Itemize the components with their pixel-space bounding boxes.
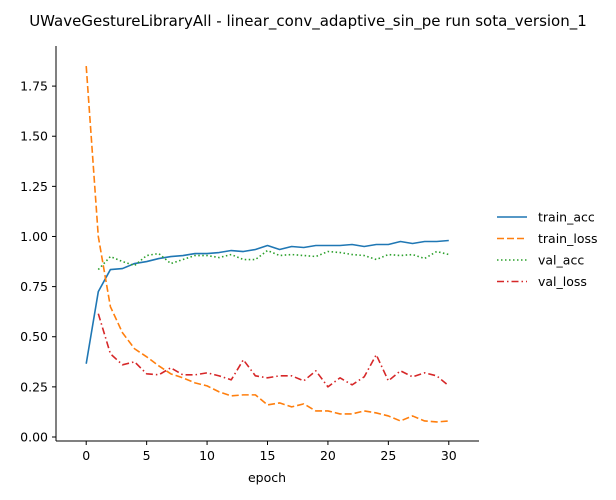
y-tick-label: 0.25 — [20, 379, 48, 394]
y-tick-label: 1.00 — [20, 229, 48, 244]
series-line-train-acc — [85, 239, 449, 364]
axes: 0 5 10 15 20 25 30 0.00 0.25 0.50 0.75 1.00 1.25 1.50… — [20, 46, 479, 463]
legend-label-train-acc: train_acc — [538, 210, 595, 225]
series-line-val-acc — [97, 249, 449, 271]
y-tick-label: 1.75 — [20, 79, 48, 94]
x-tick-label: 25 — [380, 448, 396, 463]
y-tick-label: 1.50 — [20, 129, 48, 144]
series-line-train-loss — [85, 65, 449, 423]
x-axis-label: epoch — [248, 470, 286, 485]
y-tick-label: 0.75 — [20, 279, 48, 294]
y-tick-label: 0.50 — [20, 329, 48, 344]
series-line-val-loss — [97, 313, 450, 388]
x-tick-label: 10 — [199, 448, 215, 463]
legend-label-train-loss: train_loss — [538, 231, 598, 246]
y-tick-label: 0.00 — [20, 429, 48, 444]
x-tick-label: 5 — [143, 448, 151, 463]
x-tick-label: 30 — [441, 448, 457, 463]
legend-label-val-loss: val_loss — [538, 274, 587, 289]
legend: train_acc train_loss val_acc val_loss — [497, 210, 598, 289]
x-tick-label: 20 — [320, 448, 336, 463]
legend-label-val-acc: val_acc — [538, 253, 584, 268]
x-tick-label: 15 — [260, 448, 276, 463]
series-layer — [85, 65, 450, 423]
chart-title: UWaveGestureLibraryAll - linear_conv_ada… — [29, 12, 587, 31]
y-tick-label: 1.25 — [20, 179, 48, 194]
x-tick-label: 0 — [82, 448, 90, 463]
